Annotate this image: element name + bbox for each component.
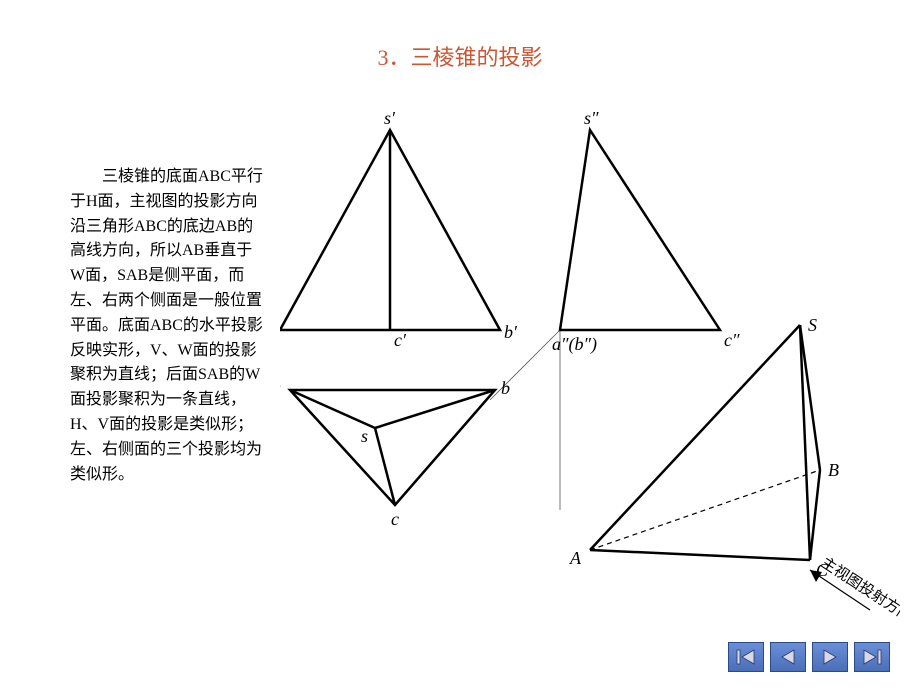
nav-next-button[interactable] [812, 642, 848, 672]
body-paragraph: 三棱锥的底面ABC平行于H面，主视图的投影方向沿三角形ABC的底边AB的高线方向… [70, 165, 265, 487]
projection-diagram: s′a′b′c′s″a″(b″)c″abcsSABC 主视图投射方向 [280, 110, 900, 650]
nav-last-button[interactable] [854, 642, 890, 672]
nav-first-button[interactable] [728, 642, 764, 672]
nav-bar [728, 642, 890, 672]
svg-text:s: s [361, 426, 368, 446]
svg-text:b: b [501, 378, 510, 398]
svg-text:b′: b′ [504, 322, 518, 342]
svg-text:c″: c″ [724, 330, 740, 350]
svg-text:c: c [391, 509, 399, 529]
svg-text:s″: s″ [584, 110, 599, 128]
body-text: 三棱锥的底面ABC平行于H面，主视图的投影方向沿三角形ABC的底边AB的高线方向… [70, 165, 265, 487]
svg-text:A: A [569, 548, 582, 568]
svg-text:s′: s′ [384, 110, 396, 128]
svg-text:a: a [280, 378, 281, 398]
nav-prev-button[interactable] [770, 642, 806, 672]
svg-text:主视图投射方向: 主视图投射方向 [818, 554, 900, 625]
page-title: 3．三棱锥的投影 [0, 40, 920, 72]
svg-text:a″(b″): a″(b″) [552, 334, 597, 355]
svg-text:c′: c′ [394, 330, 407, 350]
svg-text:B: B [828, 460, 839, 480]
svg-text:S: S [808, 315, 817, 335]
